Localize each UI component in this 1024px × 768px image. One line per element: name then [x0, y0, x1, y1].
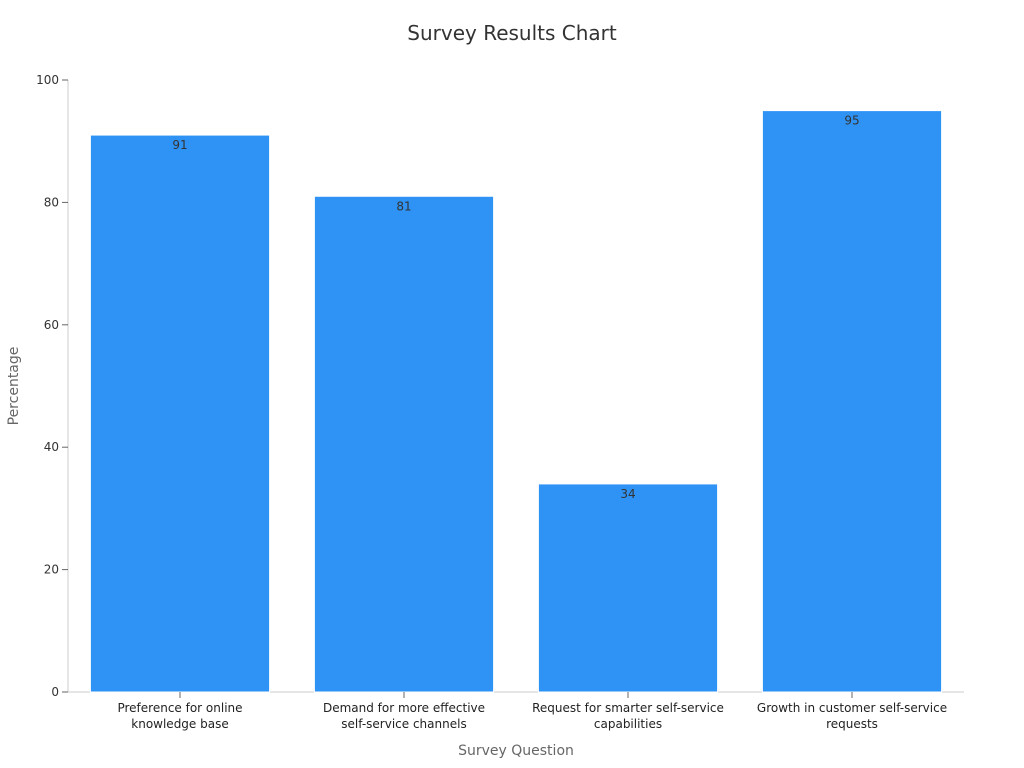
x-axis-title: Survey Question: [458, 743, 574, 759]
x-tick-label: knowledge base: [131, 717, 228, 731]
x-tick-label: Demand for more effective: [323, 701, 485, 715]
bar-value-label: 91: [172, 138, 187, 152]
bar-value-label: 95: [844, 114, 859, 128]
x-tick-label: self-service channels: [341, 717, 466, 731]
x-tick-label: capabilities: [594, 717, 662, 731]
bar[interactable]: [537, 483, 719, 693]
y-tick-label: 0: [51, 685, 59, 699]
bar[interactable]: [313, 195, 495, 693]
y-tick-label: 80: [44, 195, 59, 209]
bar[interactable]: [761, 110, 943, 693]
bar[interactable]: [89, 134, 271, 693]
plot-area: 0 20 40 60 80 100 91 Preference for online knowl…: [36, 73, 964, 731]
bar-value-label: 34: [620, 487, 635, 501]
y-tick-label: 40: [44, 440, 59, 454]
bar-value-label: 81: [396, 199, 411, 213]
chart-title: Survey Results Chart: [407, 21, 617, 45]
x-tick-label: Preference for online: [117, 701, 242, 715]
y-tick-label: 20: [44, 563, 59, 577]
x-tick-label: requests: [826, 717, 878, 731]
y-tick-label: 100: [36, 73, 59, 87]
y-axis-title: Percentage: [6, 347, 22, 426]
y-tick-label: 60: [44, 318, 59, 332]
x-tick-label: Growth in customer self-service: [757, 701, 947, 715]
x-tick-label: Request for smarter self-service: [532, 701, 724, 715]
